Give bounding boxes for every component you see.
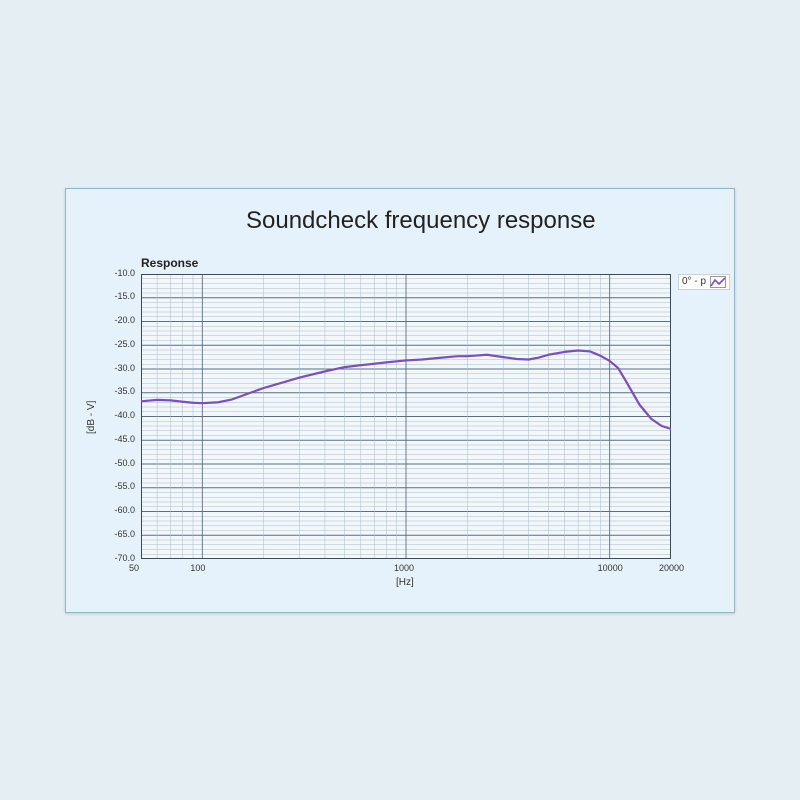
y-tick-label: -30.0 [114, 363, 135, 373]
y-tick-label: -35.0 [114, 386, 135, 396]
x-tick-label: 20000 [659, 563, 684, 573]
chart-svg [141, 274, 671, 559]
y-tick-label: -60.0 [114, 505, 135, 515]
legend-label: 0° - p [682, 276, 706, 287]
y-tick-label: -65.0 [114, 529, 135, 539]
x-axis-label: [Hz] [396, 577, 414, 588]
plot-area [141, 274, 671, 559]
y-tick-label: -10.0 [114, 268, 135, 278]
y-tick-label: -70.0 [114, 553, 135, 563]
x-tick-label: 1000 [394, 563, 414, 573]
y-tick-label: -15.0 [114, 291, 135, 301]
x-tick-label: 50 [129, 563, 139, 573]
y-tick-label: -45.0 [114, 434, 135, 444]
legend-marker-icon [710, 276, 726, 288]
y-tick-label: -50.0 [114, 458, 135, 468]
y-tick-label: -20.0 [114, 315, 135, 325]
y-tick-label: -40.0 [114, 410, 135, 420]
page-root: Soundcheck frequency response Response [… [0, 0, 800, 800]
legend: 0° - p [678, 274, 730, 290]
chart-panel: Soundcheck frequency response Response [… [65, 188, 735, 613]
x-tick-label: 10000 [598, 563, 623, 573]
y-tick-label: -55.0 [114, 481, 135, 491]
y-axis-label: [dB - V] [86, 401, 97, 434]
chart-subtitle: Response [141, 256, 198, 270]
y-tick-label: -25.0 [114, 339, 135, 349]
x-tick-label: 100 [190, 563, 205, 573]
chart-title: Soundcheck frequency response [246, 207, 596, 235]
